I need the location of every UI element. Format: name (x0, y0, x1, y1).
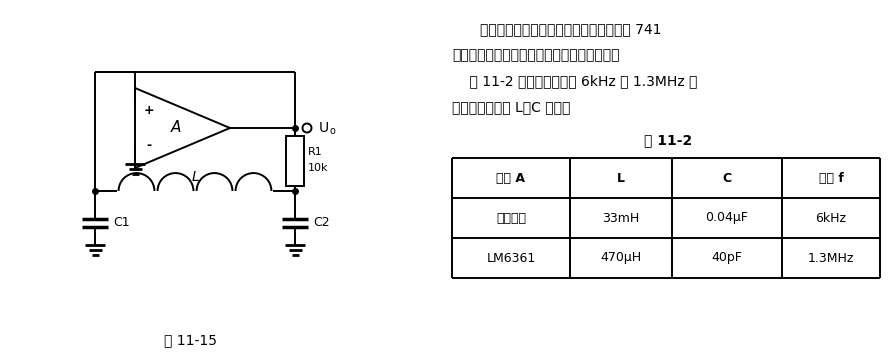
Text: 图 11-15: 图 11-15 (163, 333, 217, 347)
Text: 0.04μF: 0.04μF (705, 212, 748, 224)
Text: 10k: 10k (308, 163, 329, 173)
Text: +: + (143, 105, 154, 118)
Bar (286, 136, 304, 186)
Text: 40pF: 40pF (711, 252, 743, 265)
Text: R1: R1 (308, 147, 323, 157)
Text: o: o (329, 126, 335, 136)
Text: 表 11-2 中给出了频率为 6kHz 和 1.3MHz 时: 表 11-2 中给出了频率为 6kHz 和 1.3MHz 时 (452, 74, 697, 88)
Text: 6kHz: 6kHz (815, 212, 847, 224)
Text: 对运放的选用和 L、C 之值。: 对运放的选用和 L、C 之值。 (452, 100, 571, 114)
Text: -: - (146, 139, 151, 152)
Text: 表 11-2: 表 11-2 (644, 133, 692, 147)
Text: 运放 A: 运放 A (496, 171, 525, 184)
Text: 频率 f: 频率 f (819, 171, 843, 184)
Text: C2: C2 (313, 216, 330, 229)
Text: 之类，但工作频率较高时，应选用高速运放。: 之类，但工作频率较高时，应选用高速运放。 (452, 48, 619, 62)
Text: 任何品种: 任何品种 (496, 212, 526, 224)
Text: A: A (171, 121, 182, 135)
Text: LM6361: LM6361 (487, 252, 536, 265)
Text: C: C (722, 171, 731, 184)
Text: U: U (319, 121, 329, 135)
Text: 当工作频率较低时，可以用任何运放。如 741: 当工作频率较低时，可以用任何运放。如 741 (480, 22, 661, 36)
Text: C1: C1 (113, 216, 130, 229)
Text: L: L (617, 171, 625, 184)
Text: 470μH: 470μH (600, 252, 642, 265)
Text: 33mH: 33mH (602, 212, 640, 224)
Text: 1.3MHz: 1.3MHz (808, 252, 854, 265)
Text: L: L (191, 170, 199, 184)
